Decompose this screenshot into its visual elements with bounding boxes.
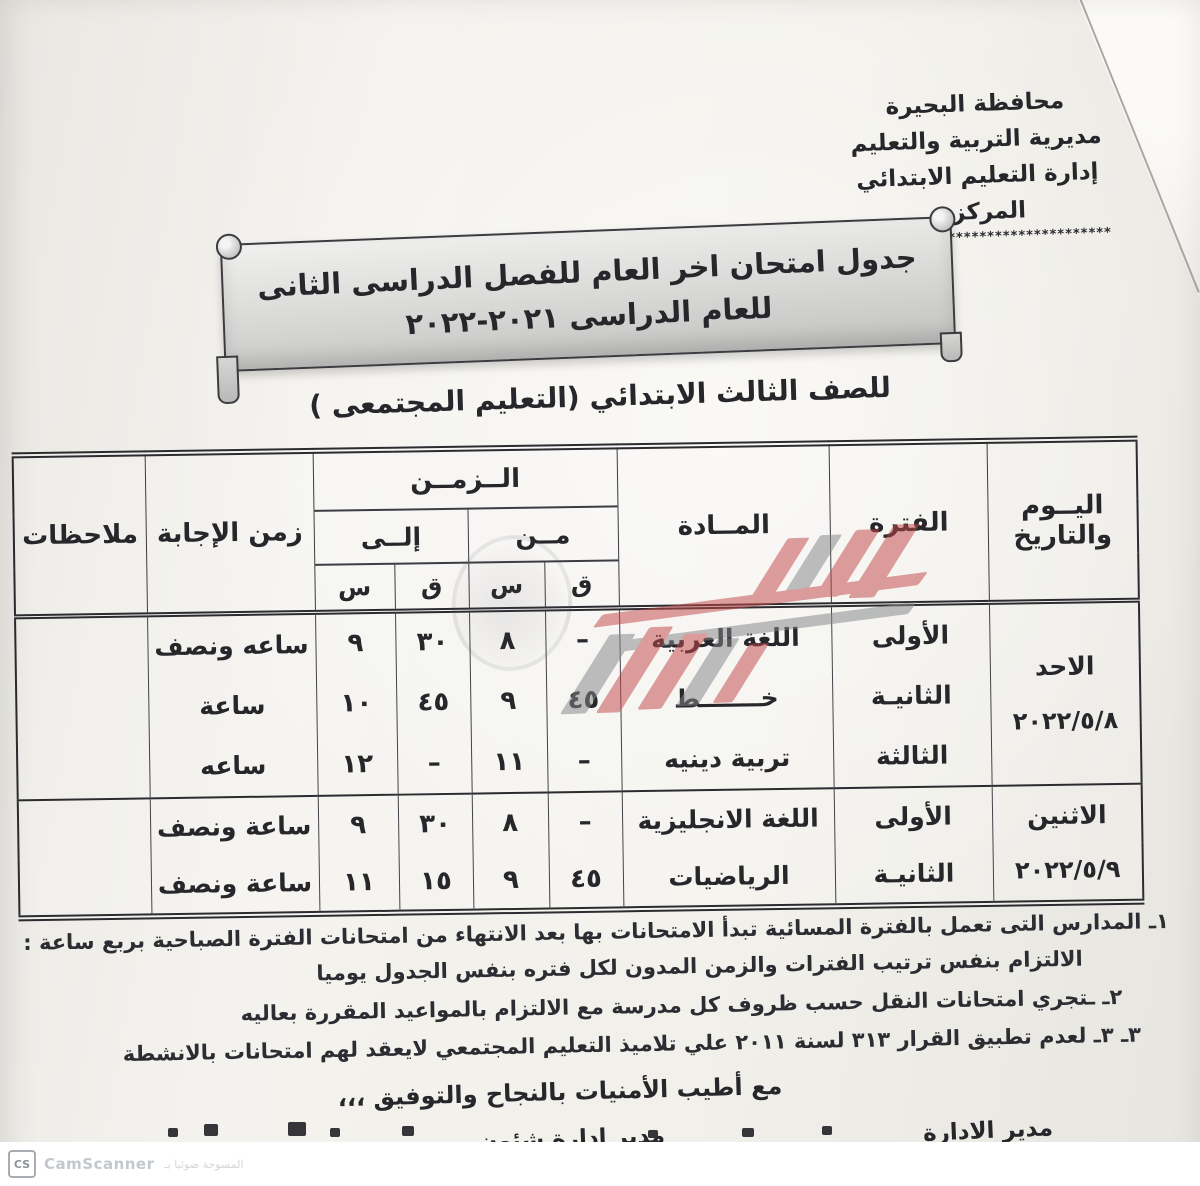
to-hours-cell: ١٢	[316, 733, 398, 796]
to-minutes-cell: –	[396, 732, 472, 795]
from-hours-cell: ١١	[470, 730, 548, 794]
answer-time-cell: ساعة	[147, 673, 317, 737]
subject-cell: الرياضيات	[622, 846, 836, 909]
cut-text-mark	[204, 1124, 218, 1136]
col-header-day-date: اليــوم والتاريخ	[986, 438, 1139, 603]
closing-wishes: مع أطيب الأمنيات بالنجاح والتوفيق ،،،	[337, 1071, 783, 1113]
from-hours-cell: ٨	[471, 791, 549, 853]
from-hours-cell: ٩	[472, 850, 550, 912]
camscanner-footer-strip: CS CamScanner المسوحة ضوئيا بـ	[0, 1142, 1200, 1186]
col-header-to-hours: س	[314, 563, 396, 613]
to-hours-cell: ١١	[318, 853, 400, 914]
period-cell: الثالثة	[832, 724, 992, 788]
subject-cell: اللغة الانجليزية	[621, 787, 835, 850]
period-cell: الأولى	[830, 602, 990, 666]
footer-notes: ١ـ المدارس التى تعمل بالفترة المسائية تب…	[11, 903, 1180, 1074]
banner-curl-left-icon	[215, 233, 243, 261]
period-cell: الثانيـة	[834, 844, 994, 906]
col-header-notes: ملاحظات	[12, 453, 148, 617]
col-header-time: الــزمــن	[312, 446, 618, 511]
camscanner-logo-icon: CS	[8, 1150, 36, 1178]
notes-cell	[15, 614, 150, 800]
subject-cell: اللغة العربية	[618, 604, 832, 669]
cut-text-mark	[330, 1128, 340, 1137]
col-header-to: إلــى	[313, 508, 469, 565]
col-header-subject: المــادة	[616, 443, 831, 608]
to-minutes-cell: ١٥	[398, 852, 474, 913]
to-hours-cell: ٩	[317, 794, 399, 855]
cut-text-mark	[288, 1122, 306, 1136]
camscanner-label: CamScanner	[44, 1155, 155, 1173]
to-minutes-cell: ٣٠	[397, 793, 473, 854]
exam-schedule-table: اليــوم والتاريخ الفترة المــادة الــزمـ…	[11, 435, 1145, 921]
cut-text-mark	[822, 1126, 832, 1135]
day-date: ٢٠٢٢/٥/٩	[1014, 854, 1121, 885]
period-cell: الأولى	[833, 785, 993, 847]
answer-time-cell: ساعة ونصف	[149, 795, 319, 857]
to-hours-cell: ٩	[314, 611, 396, 674]
banner-title: جدول امتحان اخر العام للفصل الدراسى الثا…	[256, 235, 919, 353]
day-name: الاثنين	[1026, 800, 1107, 831]
answer-time-cell: ساعة ونصف	[150, 854, 320, 916]
day-cell-sunday: الاحد ٢٠٢٢/٥/٨	[988, 600, 1142, 786]
cut-text-mark	[648, 1130, 658, 1138]
from-minutes-cell: –	[547, 790, 623, 851]
col-header-period: الفترة	[828, 440, 989, 605]
cut-text-mark	[742, 1128, 754, 1137]
banner-tail-right	[939, 331, 963, 363]
exam-schedule-table-wrap: اليــوم والتاريخ الفترة المــادة الــزمـ…	[11, 435, 1145, 921]
banner-tail-left	[216, 355, 240, 405]
day-date: ٢٠٢٢/٥/٨	[1012, 706, 1119, 736]
cut-text-mark	[402, 1126, 414, 1136]
day-name: الاحد	[1034, 651, 1095, 682]
from-minutes-cell: ٤٥	[545, 668, 621, 731]
from-minutes-cell: ٤٥	[548, 849, 624, 910]
answer-time-cell: ساعه	[148, 734, 318, 798]
camscanner-tagline: المسوحة ضوئيا بـ	[164, 1157, 244, 1171]
answer-time-cell: ساعه ونصف	[147, 612, 316, 676]
day-cell-monday: الاثنين ٢٠٢٢/٥/٩	[991, 783, 1144, 904]
notes-cell	[17, 797, 152, 918]
subject-cell: خـــــــط	[619, 665, 833, 730]
period-cell: الثانيـة	[831, 663, 991, 727]
page-subtitle: للصف الثالث الابتدائي (التعليم المجتمعى …	[308, 370, 892, 423]
subject-cell: تربية دينيه	[620, 726, 834, 791]
from-hours-cell: ٩	[469, 669, 547, 733]
title-banner-scroll: جدول امتحان اخر العام للفصل الدراسى الثا…	[215, 205, 963, 405]
col-header-answer-time: زمن الإجابة	[144, 450, 315, 615]
from-minutes-cell: –	[546, 729, 622, 792]
to-minutes-cell: ٤٥	[395, 671, 471, 734]
cut-text-mark	[168, 1128, 178, 1137]
to-hours-cell: ١٠	[315, 672, 397, 735]
